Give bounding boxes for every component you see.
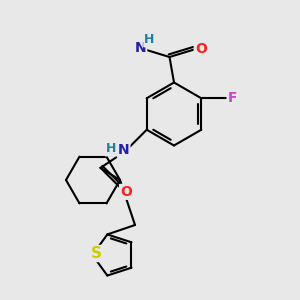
Text: S: S xyxy=(91,246,101,261)
Text: N: N xyxy=(135,41,146,55)
Text: N: N xyxy=(118,143,129,157)
Text: O: O xyxy=(195,42,207,56)
Text: O: O xyxy=(120,185,132,199)
Text: F: F xyxy=(228,91,237,105)
Text: H: H xyxy=(144,33,154,46)
Text: H: H xyxy=(106,142,116,155)
